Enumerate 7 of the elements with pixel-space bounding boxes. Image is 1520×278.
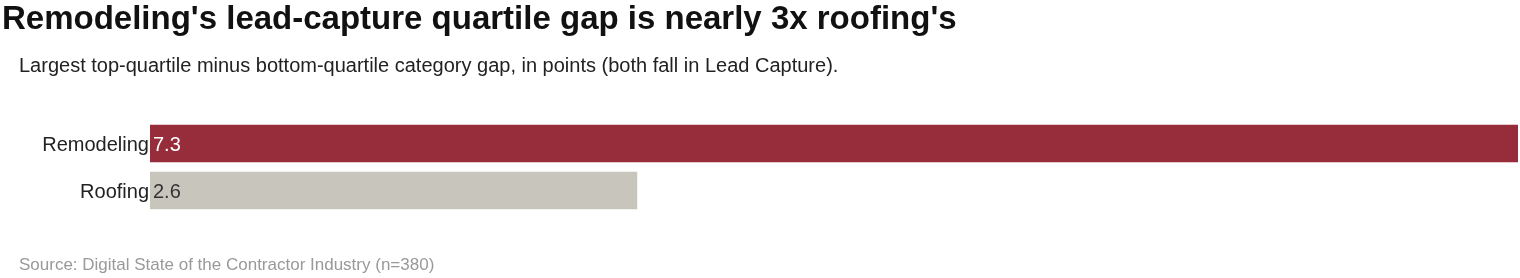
y-tick-label: Remodeling bbox=[42, 132, 149, 155]
source-note: Source: Digital State of the Contractor Industry (n=380) bbox=[19, 255, 435, 274]
chart-subtitle: Largest top-quartile minus bottom-quartile category gap, in points (both fall in Lead Capture). bbox=[19, 54, 839, 76]
data-label: 7.3 bbox=[153, 132, 181, 155]
y-tick-label: Roofing bbox=[80, 179, 149, 202]
chart-title: Remodeling's lead-capture quartile gap is nearly 3x roofing's bbox=[2, 0, 957, 36]
data-label: 2.6 bbox=[153, 179, 181, 202]
